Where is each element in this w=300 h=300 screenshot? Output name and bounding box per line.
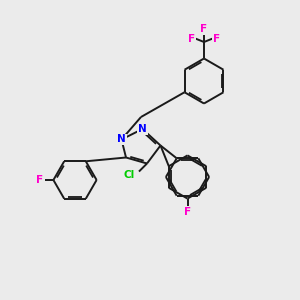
Text: F: F: [213, 34, 220, 44]
Text: F: F: [200, 24, 208, 34]
Text: Cl: Cl: [123, 169, 134, 179]
Text: F: F: [188, 34, 195, 44]
Text: F: F: [184, 207, 191, 217]
Text: N: N: [138, 124, 147, 134]
Text: F: F: [36, 175, 43, 185]
Text: N: N: [117, 134, 126, 145]
